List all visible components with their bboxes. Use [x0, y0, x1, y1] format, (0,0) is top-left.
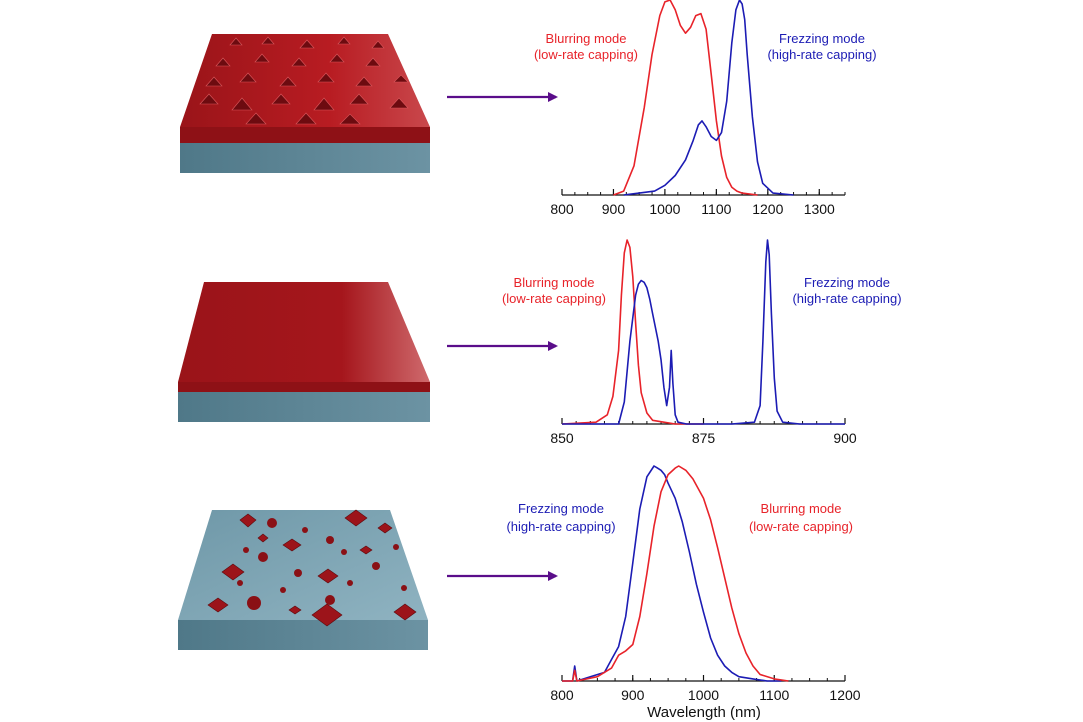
arrows: [447, 92, 558, 581]
tick-label: 1200: [829, 687, 860, 703]
series-line-freezing: [623, 0, 794, 196]
tick-label: 850: [550, 430, 574, 446]
chart-2-blurring-label: Blurring mode: [514, 275, 595, 290]
chart-2-tick-labels: 850 875 900: [550, 418, 857, 446]
sample-slab-flat: [178, 282, 430, 422]
tick-label: 1100: [759, 687, 789, 703]
chart-3-series: [562, 465, 789, 682]
slab-1-pyramids: [199, 36, 409, 125]
chart-2-annotation-freezing: Frezzing mode (high-rate capping): [792, 275, 901, 306]
slab-2-film-top: [178, 282, 430, 382]
series-line-blurring: [561, 239, 704, 425]
chart-1-series: [613, 0, 794, 196]
spectrum-chart-3: 800 900 1000 1100 1200 Frezzing mode (high-r…: [506, 465, 861, 721]
sample-slab-pits: [178, 509, 428, 650]
slab-3-pits: [207, 509, 417, 627]
slab-1-film-side: [180, 127, 430, 143]
series-line-blurring: [613, 0, 758, 196]
slab-2-film-side: [178, 382, 430, 392]
chart-1-blurring-label: Blurring mode: [546, 31, 627, 46]
tick-label: 1300: [804, 201, 835, 217]
chart-3-freezing-sublabel: (high-rate capping): [506, 519, 615, 534]
tick-label: 900: [602, 201, 626, 217]
chart-3-annotation-freezing: Frezzing mode (high-rate capping): [506, 501, 615, 534]
slab-2-substrate: [178, 392, 430, 422]
series-line-freezing: [562, 239, 845, 425]
chart-2-annotation-blurring: Blurring mode (low-rate capping): [502, 275, 606, 306]
sample-slab-pyramids: [180, 34, 430, 173]
tick-label: 1200: [752, 201, 783, 217]
chart-2-freezing-label: Frezzing mode: [804, 275, 890, 290]
tick-label: 1100: [701, 201, 731, 217]
tick-label: 1000: [649, 201, 680, 217]
tick-label: 900: [833, 430, 857, 446]
series-line-blurring: [562, 465, 789, 682]
chart-3-tick-labels: 800 900 1000 1100 1200: [550, 675, 861, 703]
slab-1-substrate: [180, 143, 430, 173]
tick-label: 900: [621, 687, 645, 703]
chart-2-series: [561, 239, 845, 425]
chart-1-tick-labels: 800 900 1000 1100 1200 1300: [550, 189, 835, 217]
chart-3-blurring-label: Blurring mode: [761, 501, 842, 516]
chart-1-freezing-sublabel: (high-rate capping): [767, 47, 876, 62]
chart-3-freezing-label: Frezzing mode: [518, 501, 604, 516]
spectrum-chart-2: 850 875 900 Blurring mode (low-rate cappin…: [502, 239, 902, 446]
chart-1-freezing-label: Frezzing mode: [779, 31, 865, 46]
tick-label: 1000: [688, 687, 719, 703]
spectrum-chart-1: 800 900 1000 1100 1200 1300 Blurring mode (lo…: [534, 0, 877, 217]
chart-2-blurring-sublabel: (low-rate capping): [502, 291, 606, 306]
chart-1-annotation-blurring: Blurring mode (low-rate capping): [534, 31, 638, 62]
series-line-freezing: [562, 465, 782, 682]
chart-3-annotation-blurring: Blurring mode (low-rate capping): [749, 501, 853, 534]
tick-label: 800: [550, 201, 574, 217]
chart-2-freezing-sublabel: (high-rate capping): [792, 291, 901, 306]
slab-3-side: [178, 620, 428, 650]
tick-label: 875: [692, 430, 716, 446]
chart-1-annotation-freezing: Frezzing mode (high-rate capping): [767, 31, 876, 62]
slab-3-top: [178, 510, 428, 620]
chart-3-x-axis-label: Wavelength (nm): [647, 704, 761, 721]
chart-3-blurring-sublabel: (low-rate capping): [749, 519, 853, 534]
tick-label: 800: [550, 687, 574, 703]
chart-1-blurring-sublabel: (low-rate capping): [534, 47, 638, 62]
